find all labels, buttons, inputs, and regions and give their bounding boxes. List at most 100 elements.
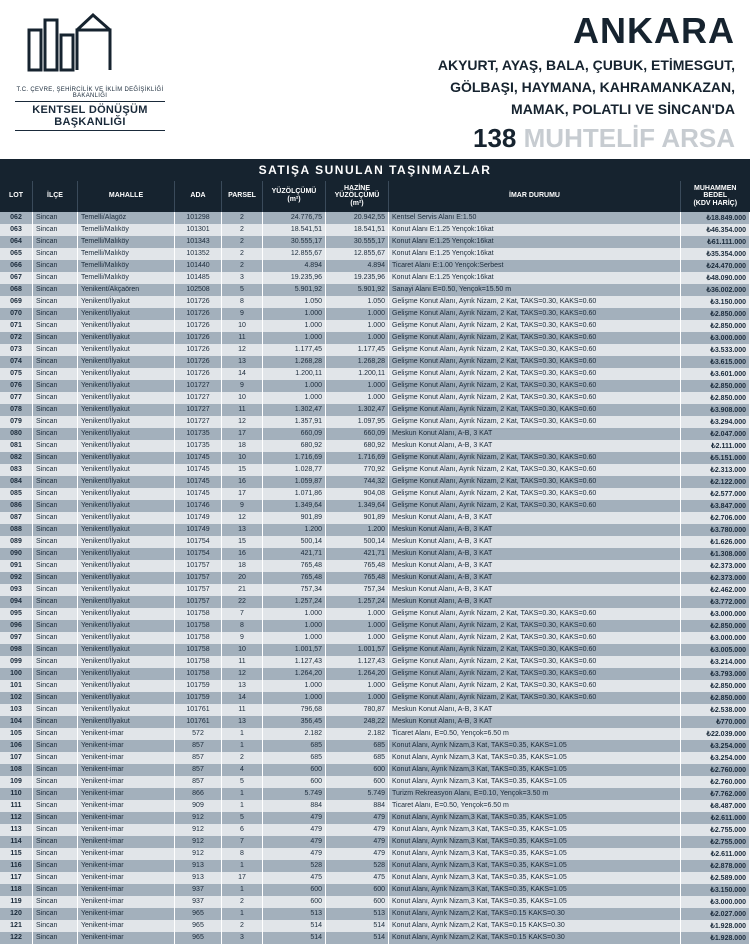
brand-name: KENTSEL DÖNÜŞÜM BAŞKANLIĞI bbox=[15, 101, 165, 131]
table-cell: Konut Alanı, Ayrık Nizam,3 Kat, TAKS=0.3… bbox=[389, 764, 681, 776]
table-row: 102SincanYenikent/İlyakut101759141.0001.… bbox=[0, 692, 750, 704]
table-cell: Yenikent-imar bbox=[78, 896, 175, 908]
table-row: 118SincanYenikent-imar9371600600Konut Al… bbox=[0, 884, 750, 896]
table-cell: Gelişme Konut Alanı, Ayrık Nizam, 2 Kat,… bbox=[389, 308, 681, 320]
table-cell: Yenikent-imar bbox=[78, 776, 175, 788]
table-cell: 1.177,45 bbox=[326, 344, 389, 356]
table-cell: 14 bbox=[222, 692, 263, 704]
table-cell: 770,92 bbox=[326, 464, 389, 476]
table-cell: 912 bbox=[175, 848, 222, 860]
table-cell: Yenikent/İlyakut bbox=[78, 524, 175, 536]
table-cell: 079 bbox=[0, 416, 33, 428]
table-cell: 1 bbox=[222, 908, 263, 920]
table-cell: Sincan bbox=[33, 632, 78, 644]
table-cell: ₺3.000.000 bbox=[681, 632, 750, 644]
count-line: 138 MUHTELİF ARSA bbox=[165, 123, 735, 154]
table-cell: 101727 bbox=[175, 404, 222, 416]
table-cell: 5 bbox=[222, 284, 263, 296]
table-cell: 2.182 bbox=[263, 728, 326, 740]
table-row: 065SincanTemelli/Malıköy101352212.855,67… bbox=[0, 248, 750, 260]
table-cell: 1 bbox=[222, 788, 263, 800]
table-row: 093SincanYenikent/İlyakut10175721757,347… bbox=[0, 584, 750, 596]
table-cell: 500,14 bbox=[326, 536, 389, 548]
table-cell: Sincan bbox=[33, 488, 78, 500]
table-cell: Sincan bbox=[33, 848, 78, 860]
table-cell: Yenikent/İlyakut bbox=[78, 560, 175, 572]
table-cell: ₺3.908.000 bbox=[681, 404, 750, 416]
table-cell: 106 bbox=[0, 740, 33, 752]
table-cell: 1.000 bbox=[263, 308, 326, 320]
table-row: 103SincanYenikent/İlyakut10176111796,687… bbox=[0, 704, 750, 716]
table-cell: 866 bbox=[175, 788, 222, 800]
table-cell: 3 bbox=[222, 272, 263, 284]
table-cell: Konut Alanı, Ayrık Nizam,3 Kat, TAKS=0.3… bbox=[389, 896, 681, 908]
table-cell: Yenikent/İlyakut bbox=[78, 368, 175, 380]
table-cell: 069 bbox=[0, 296, 33, 308]
table-cell: 2 bbox=[222, 260, 263, 272]
table-cell: Sincan bbox=[33, 392, 78, 404]
districts-line2: GÖLBAŞI, HAYMANA, KAHRAMANKAZAN, bbox=[165, 78, 735, 96]
lots-table: LOTİLÇEMAHALLEADAPARSELYÜZÖLÇÜMÜ(m²)HAZİ… bbox=[0, 181, 750, 944]
table-cell: ₺2.878.000 bbox=[681, 860, 750, 872]
table-cell: 10 bbox=[222, 452, 263, 464]
table-cell: Sincan bbox=[33, 524, 78, 536]
table-cell: 1.000 bbox=[326, 680, 389, 692]
table-cell: 1.257,24 bbox=[263, 596, 326, 608]
table-cell: 4.894 bbox=[326, 260, 389, 272]
table-cell: Konut Alanı, Ayrık Nizam,3 Kat, TAKS=0.3… bbox=[389, 776, 681, 788]
table-cell: 101758 bbox=[175, 644, 222, 656]
table-row: 094SincanYenikent/İlyakut101757221.257,2… bbox=[0, 596, 750, 608]
table-cell: ₺3.772.000 bbox=[681, 596, 750, 608]
table-cell: 076 bbox=[0, 380, 33, 392]
table-row: 077SincanYenikent/İlyakut101727101.0001.… bbox=[0, 392, 750, 404]
table-cell: 101745 bbox=[175, 464, 222, 476]
table-cell: Gelişme Konut Alanı, Ayrık Nizam, 2 Kat,… bbox=[389, 620, 681, 632]
table-cell: Gelişme Konut Alanı, Ayrık Nizam, 2 Kat,… bbox=[389, 464, 681, 476]
table-cell: ₺2.850.000 bbox=[681, 380, 750, 392]
table-cell: 30.555,17 bbox=[263, 236, 326, 248]
table-cell: Gelişme Konut Alanı, Ayrık Nizam, 2 Kat,… bbox=[389, 368, 681, 380]
table-cell: Sincan bbox=[33, 692, 78, 704]
table-cell: 064 bbox=[0, 236, 33, 248]
table-cell: 1.000 bbox=[326, 332, 389, 344]
table-cell: ₺3.294.000 bbox=[681, 416, 750, 428]
table-cell: Sincan bbox=[33, 884, 78, 896]
table-cell: 101 bbox=[0, 680, 33, 692]
table-cell: 1.001,57 bbox=[326, 644, 389, 656]
table-row: 073SincanYenikent/İlyakut101726121.177,4… bbox=[0, 344, 750, 356]
table-cell: 1.050 bbox=[326, 296, 389, 308]
table-cell: 22 bbox=[222, 596, 263, 608]
table-cell: 528 bbox=[326, 860, 389, 872]
table-cell: 11 bbox=[222, 656, 263, 668]
table-cell: Yenikent/İlyakut bbox=[78, 404, 175, 416]
table-cell: ₺48.090.000 bbox=[681, 272, 750, 284]
table-cell: ₺3.615.000 bbox=[681, 356, 750, 368]
table-cell: 479 bbox=[263, 848, 326, 860]
table-cell: Sincan bbox=[33, 836, 78, 848]
table-cell: Konut Alanı, Ayrık Nizam,2 Kat, TAKS=0.1… bbox=[389, 932, 681, 944]
table-row: 113SincanYenikent-imar9126479479Konut Al… bbox=[0, 824, 750, 836]
table-cell: 685 bbox=[263, 740, 326, 752]
table-cell: ₺3.601.000 bbox=[681, 368, 750, 380]
table-cell: ₺5.151.000 bbox=[681, 452, 750, 464]
table-cell: ₺2.611.000 bbox=[681, 848, 750, 860]
table-cell: 4.894 bbox=[263, 260, 326, 272]
table-cell: Konut Alanı E:1.25 Yençok:16kat bbox=[389, 248, 681, 260]
table-row: 079SincanYenikent/İlyakut101727121.357,9… bbox=[0, 416, 750, 428]
table-cell: 1.000 bbox=[326, 392, 389, 404]
table-cell: Yenikent/İlyakut bbox=[78, 536, 175, 548]
table-cell: Sincan bbox=[33, 404, 78, 416]
table-cell: Yenikent/İlyakut bbox=[78, 632, 175, 644]
table-cell: 101754 bbox=[175, 548, 222, 560]
table-cell: 17 bbox=[222, 872, 263, 884]
table-cell: Sincan bbox=[33, 560, 78, 572]
table-row: 067SincanTemelli/Malıköy101485319.235,96… bbox=[0, 272, 750, 284]
table-row: 122SincanYenikent-imar9653514514Konut Al… bbox=[0, 932, 750, 944]
table-cell: 090 bbox=[0, 548, 33, 560]
table-cell: Sincan bbox=[33, 308, 78, 320]
table-row: 083SincanYenikent/İlyakut101745151.028,7… bbox=[0, 464, 750, 476]
table-cell: Gelişme Konut Alanı, Ayrık Nizam, 2 Kat,… bbox=[389, 332, 681, 344]
table-cell: Sincan bbox=[33, 584, 78, 596]
table-cell: 082 bbox=[0, 452, 33, 464]
lot-count-label: MUHTELİF ARSA bbox=[524, 123, 735, 153]
